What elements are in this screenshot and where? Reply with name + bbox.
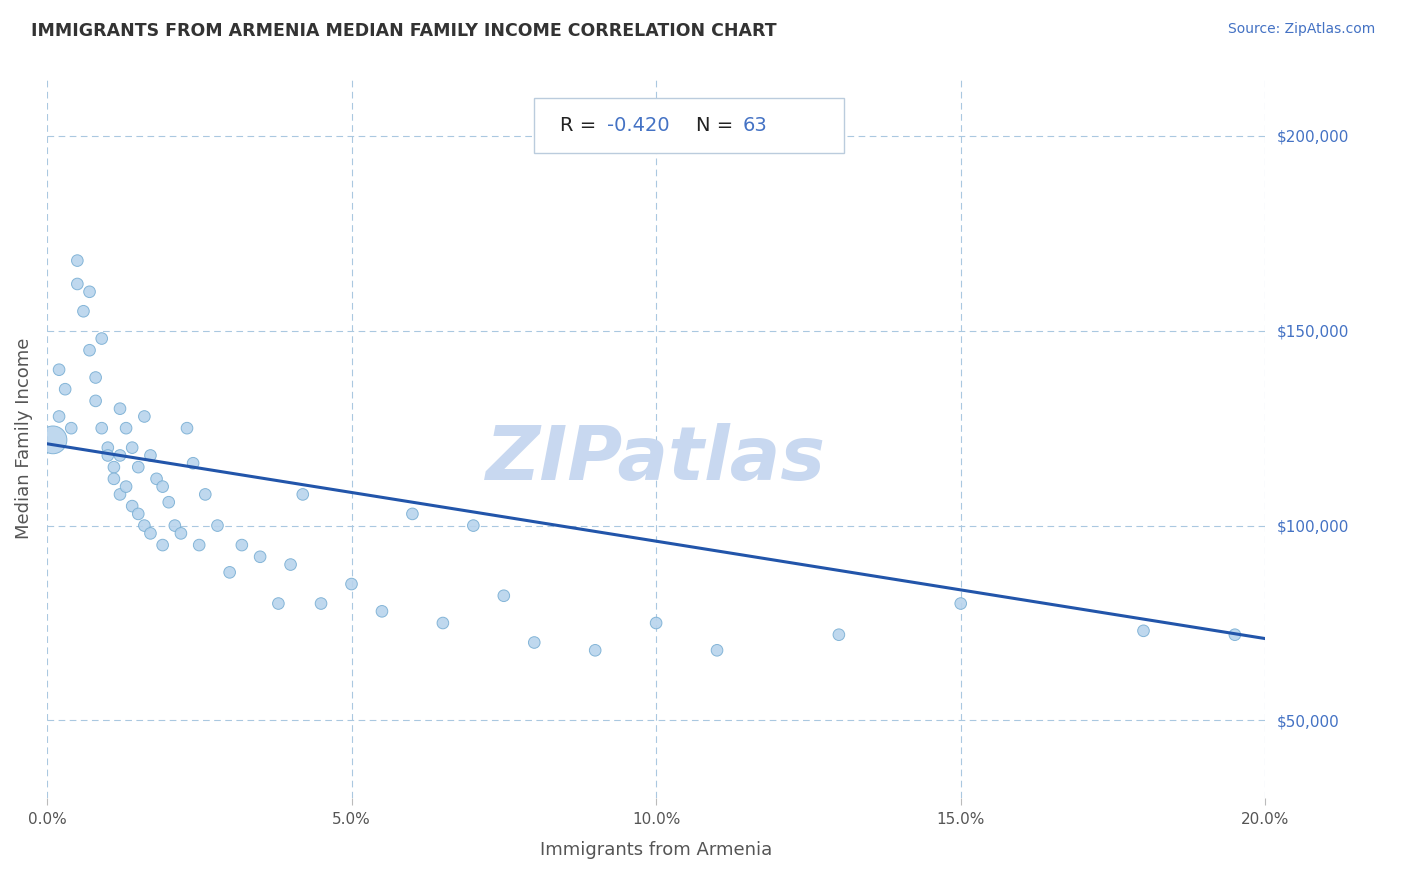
Point — [42, 433, 65, 447]
Point — [127, 460, 149, 475]
Point — [108, 401, 131, 416]
Point — [463, 518, 485, 533]
Point — [145, 472, 167, 486]
Point — [108, 487, 131, 501]
Text: N =: N = — [696, 116, 740, 135]
Point — [583, 643, 606, 657]
Point — [72, 304, 94, 318]
Point — [115, 480, 138, 494]
Point — [127, 507, 149, 521]
Text: ZIPatlas: ZIPatlas — [486, 423, 827, 496]
Point — [152, 538, 174, 552]
Point — [371, 604, 394, 618]
Point — [828, 628, 851, 642]
Point — [706, 643, 728, 657]
Point — [48, 409, 70, 424]
Point — [152, 480, 174, 494]
X-axis label: Immigrants from Armenia: Immigrants from Armenia — [540, 841, 772, 859]
Point — [267, 597, 290, 611]
Point — [157, 495, 180, 509]
Point — [218, 566, 240, 580]
Point — [1223, 628, 1246, 642]
Text: 63: 63 — [742, 116, 768, 135]
Point — [432, 615, 454, 630]
Point — [401, 507, 423, 521]
Point — [280, 558, 302, 572]
Point — [103, 460, 125, 475]
Text: Source: ZipAtlas.com: Source: ZipAtlas.com — [1227, 22, 1375, 37]
Point — [79, 343, 101, 358]
Point — [645, 615, 668, 630]
Point — [103, 472, 125, 486]
Point — [84, 370, 107, 384]
Point — [291, 487, 314, 501]
Point — [48, 362, 70, 376]
Point — [188, 538, 211, 552]
Text: R =: R = — [560, 116, 602, 135]
Point — [134, 409, 156, 424]
Y-axis label: Median Family Income: Median Family Income — [15, 337, 32, 539]
Point — [66, 253, 89, 268]
Point — [60, 421, 83, 435]
Point — [66, 277, 89, 291]
Point — [108, 449, 131, 463]
Text: IMMIGRANTS FROM ARMENIA MEDIAN FAMILY INCOME CORRELATION CHART: IMMIGRANTS FROM ARMENIA MEDIAN FAMILY IN… — [31, 22, 776, 40]
Point — [207, 518, 229, 533]
Point — [139, 526, 162, 541]
Point — [121, 499, 143, 513]
Point — [340, 577, 363, 591]
Point — [90, 332, 112, 346]
Point — [170, 526, 193, 541]
Point — [97, 441, 120, 455]
Point — [194, 487, 217, 501]
Point — [53, 382, 76, 396]
Point — [115, 421, 138, 435]
Point — [134, 518, 156, 533]
Text: -0.420: -0.420 — [607, 116, 671, 135]
Point — [949, 597, 972, 611]
Point — [492, 589, 515, 603]
Point — [163, 518, 186, 533]
Point — [309, 597, 332, 611]
Point — [181, 456, 204, 470]
Point — [249, 549, 271, 564]
Point — [121, 441, 143, 455]
Point — [231, 538, 253, 552]
Point — [176, 421, 198, 435]
Point — [90, 421, 112, 435]
Point — [84, 393, 107, 408]
Point — [1132, 624, 1154, 638]
Point — [139, 449, 162, 463]
Point — [79, 285, 101, 299]
Point — [97, 449, 120, 463]
Point — [523, 635, 546, 649]
